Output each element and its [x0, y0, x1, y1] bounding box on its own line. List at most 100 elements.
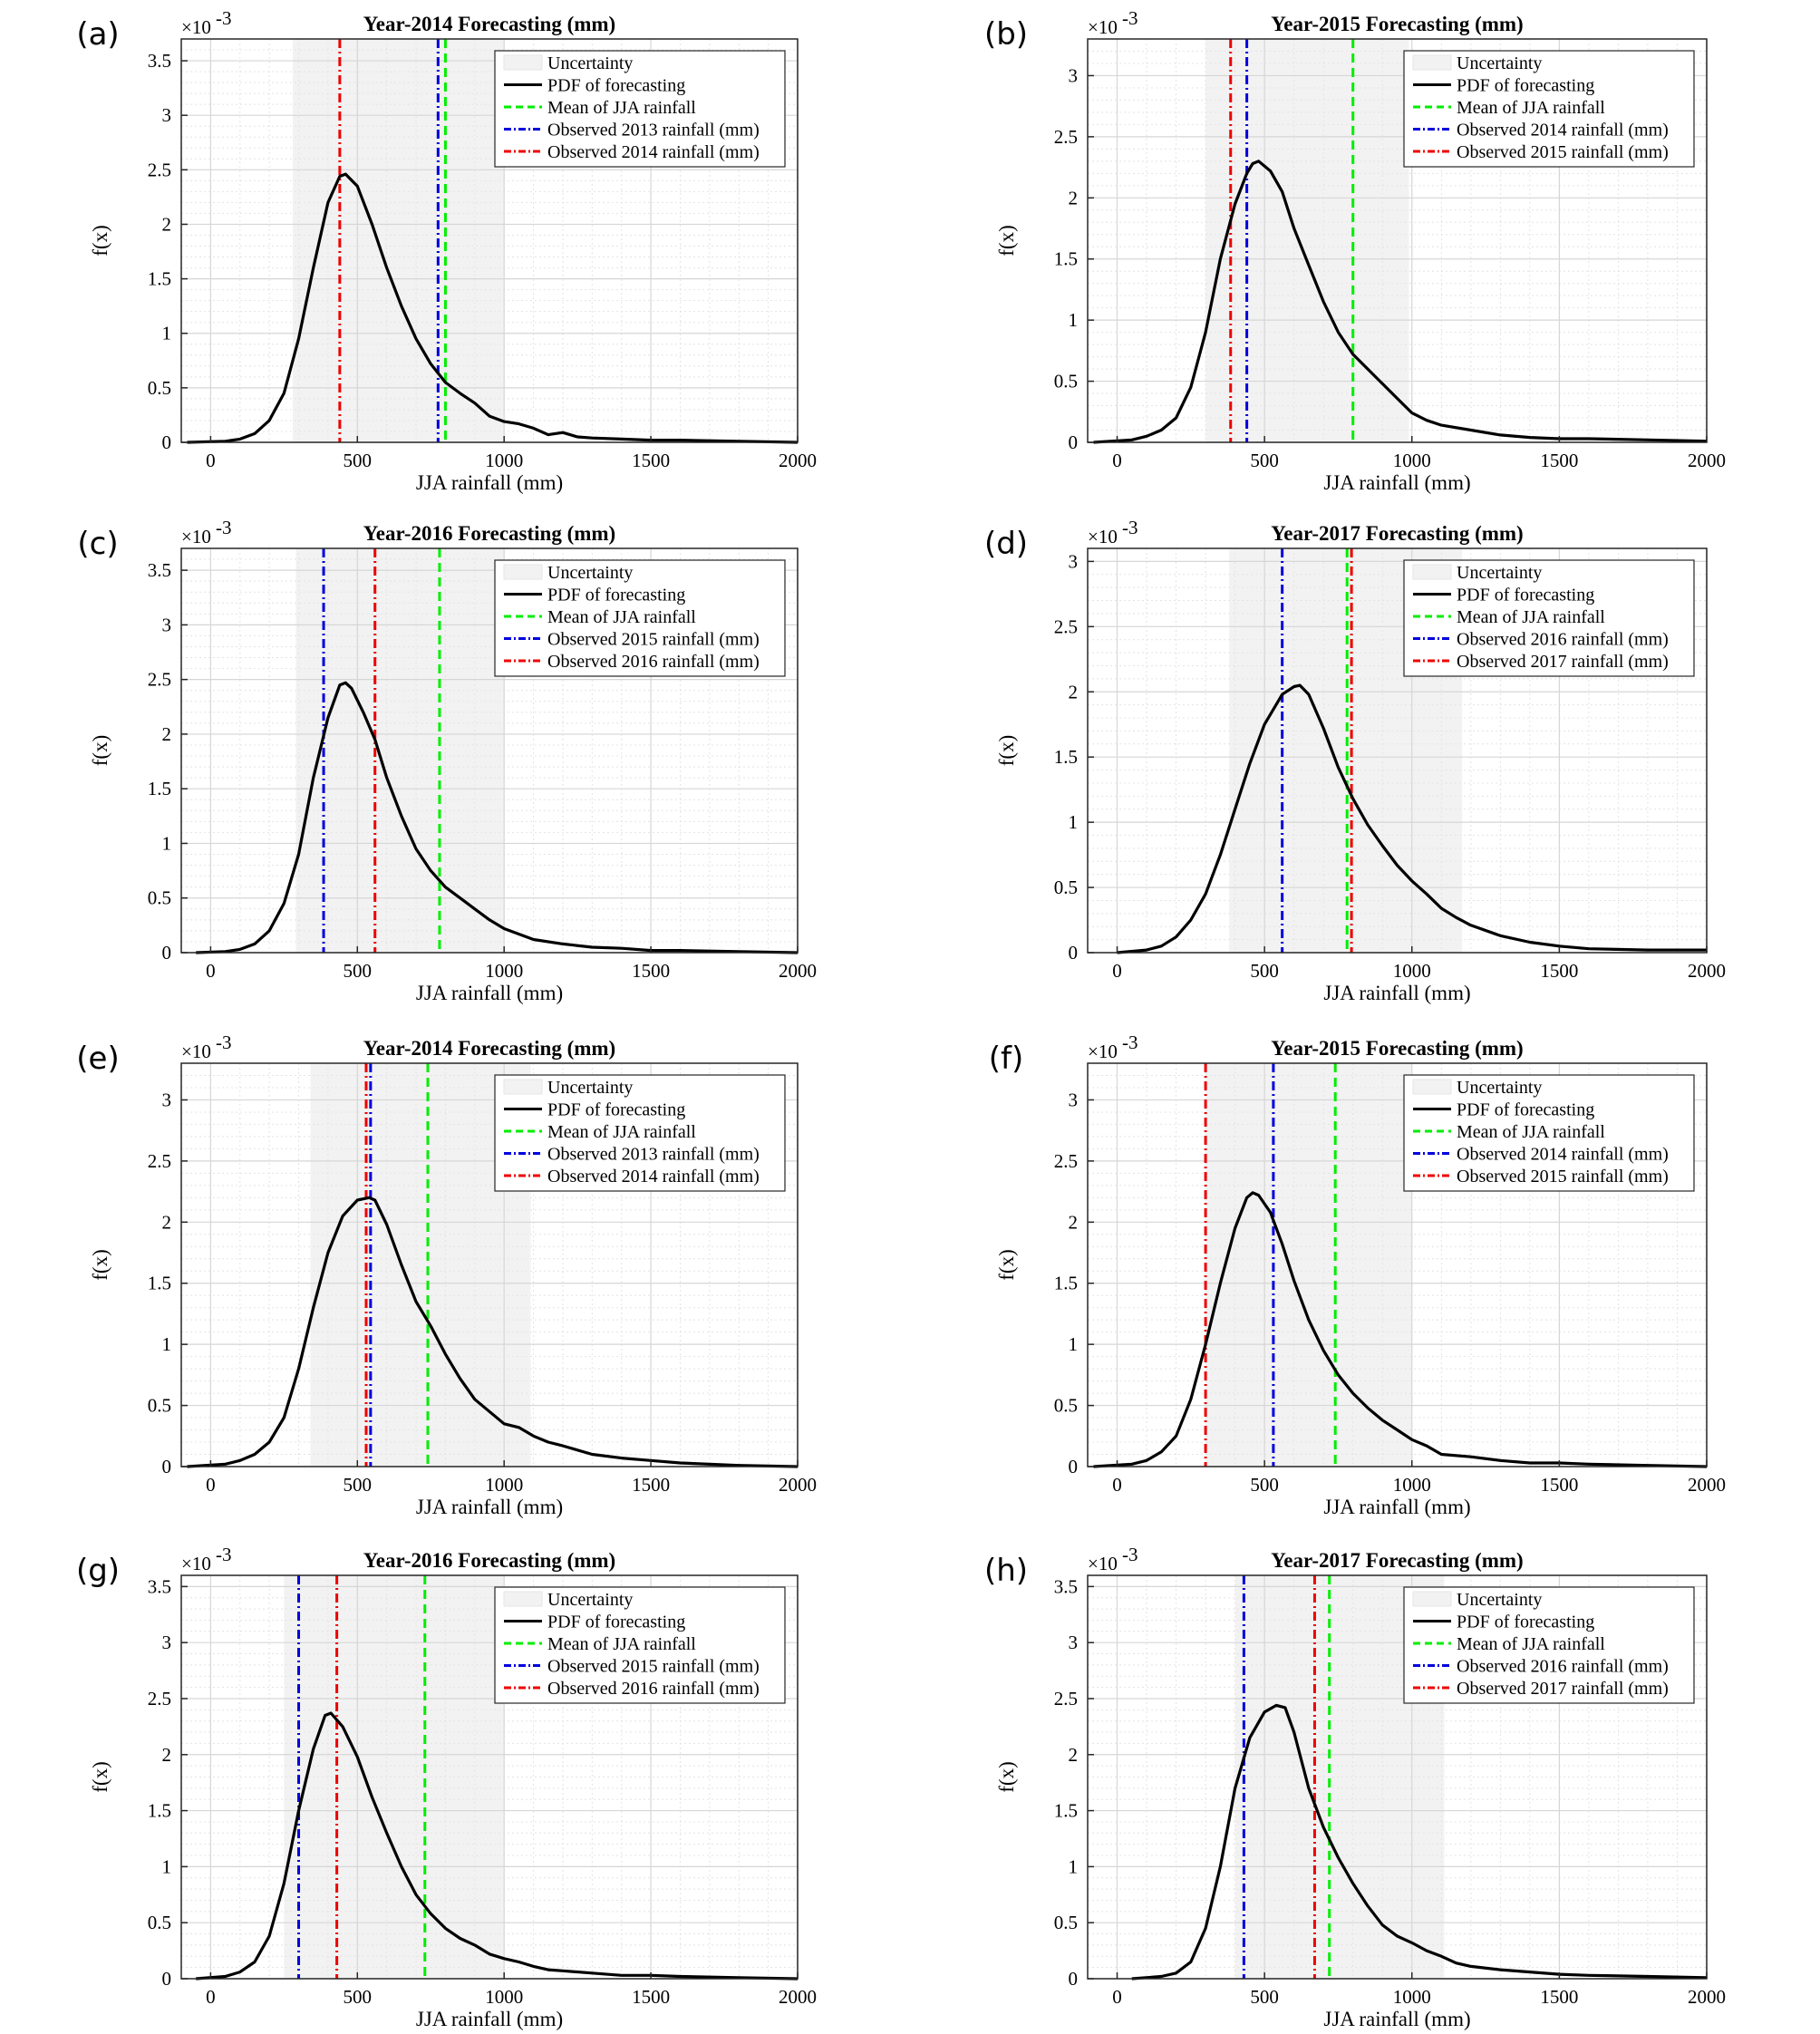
- axes-box: [180, 1062, 799, 1467]
- x-tick-label: 0: [1112, 960, 1122, 982]
- x-tick-label: 2000: [1688, 1474, 1726, 1496]
- y-axis-label: f(x): [89, 735, 111, 766]
- legend-swatch-uncertainty: [1412, 1079, 1452, 1095]
- y-tick-label: 1.5: [1054, 248, 1078, 270]
- y-exponent-base: ×10: [181, 526, 211, 547]
- y-exponent-power: -3: [1122, 1544, 1138, 1565]
- legend-item-uncertainty-label: Uncertainty: [1457, 1590, 1542, 1610]
- y-tick-label: 0: [162, 942, 172, 964]
- x-tick-label: 500: [344, 450, 373, 471]
- legend-item-observed-prev-label: Observed 2014 rainfall (mm): [1457, 1145, 1669, 1165]
- y-tick-label: 1: [162, 1855, 172, 1877]
- y-tick-label: 1: [1069, 1855, 1079, 1877]
- y-tick-label: 2: [162, 723, 172, 745]
- y-exponent-base: ×10: [1088, 526, 1118, 547]
- uncertainty-band: [1205, 39, 1409, 442]
- chart-title: Year-2015 Forecasting (mm): [1271, 13, 1523, 35]
- y-tick-label: 1: [162, 323, 172, 344]
- legend-item-uncertainty-label: Uncertainty: [1457, 563, 1542, 583]
- y-tick-label: 3: [1069, 550, 1079, 572]
- y-exponent-base: ×10: [181, 1041, 211, 1062]
- y-axis-label: f(x): [995, 1761, 1018, 1792]
- y-tick-label: 2: [162, 213, 172, 235]
- y-tick-label: 0.5: [1054, 1395, 1078, 1417]
- legend-swatch-uncertainty: [503, 1591, 543, 1607]
- pdf-curve: [187, 1196, 799, 1468]
- legend-item-pdf-label: PDF of forecasting: [547, 1100, 685, 1120]
- legend-item-pdf-label: PDF of forecasting: [1457, 1613, 1594, 1632]
- legend-item-pdf-label: PDF of forecasting: [547, 586, 685, 605]
- chart-title: Year-2016 Forecasting (mm): [363, 522, 615, 545]
- legend-box: [1403, 1586, 1695, 1704]
- y-tick-label: 0: [162, 1456, 172, 1477]
- y-tick-label: 2.5: [148, 1688, 171, 1710]
- pdf-curve: [1093, 160, 1708, 444]
- legend-box: [494, 50, 786, 168]
- y-axis-label: f(x): [89, 225, 111, 256]
- legend-item-uncertainty-label: Uncertainty: [1457, 1078, 1542, 1098]
- uncertainty-band: [1205, 1063, 1412, 1467]
- legend-item-pdf-label: PDF of forecasting: [547, 76, 685, 96]
- panel-label: (d): [984, 526, 1028, 562]
- y-exponent-base: ×10: [181, 16, 211, 38]
- panel-label: (a): [76, 16, 119, 53]
- x-tick-label: 0: [1112, 1474, 1122, 1496]
- x-tick-label: 1000: [1393, 450, 1431, 471]
- axes-box: [1087, 1062, 1708, 1467]
- legend-box: [1403, 559, 1695, 677]
- y-tick-label: 2.5: [148, 1150, 171, 1172]
- x-tick-label: 500: [344, 960, 373, 982]
- y-tick-label: 2: [1069, 681, 1079, 702]
- legend-item-observed-curr-label: Observed 2017 rainfall (mm): [1457, 652, 1669, 672]
- chart-panel-a: 0 500 1000 1500 2000 0 0.5 1 1.5 2 2.5 3 3.5 ×10 -3 Yea…: [76, 7, 817, 494]
- y-tick-label: 1: [162, 1333, 172, 1355]
- y-tick-label: 2: [1069, 1211, 1079, 1233]
- x-tick-label: 1500: [1540, 450, 1578, 471]
- legend-item-observed-curr-label: Observed 2015 rainfall (mm): [1457, 1167, 1669, 1186]
- y-exponent-power: -3: [216, 1544, 232, 1565]
- x-tick-label: 2000: [779, 1986, 817, 2008]
- y-tick-label: 1.5: [148, 778, 171, 799]
- y-tick-label: 0: [162, 1968, 172, 1990]
- x-axis-label: JJA rainfall (mm): [1323, 982, 1470, 1004]
- y-exponent-power: -3: [1122, 517, 1138, 538]
- y-axis-label: f(x): [89, 1249, 111, 1280]
- y-tick-label: 0.5: [148, 1912, 171, 1933]
- chart-title: Year-2015 Forecasting (mm): [1271, 1037, 1523, 1060]
- y-tick-label: 1.5: [148, 1800, 171, 1822]
- x-tick-label: 1000: [485, 960, 523, 982]
- legend-item-observed-prev-label: Observed 2016 rainfall (mm): [1457, 1657, 1669, 1677]
- y-exponent-power: -3: [1122, 7, 1138, 29]
- legend-item-mean-label: Mean of JJA rainfall: [547, 98, 696, 118]
- legend-item-observed-prev-label: Observed 2013 rainfall (mm): [547, 121, 760, 140]
- axes-box: [1087, 1574, 1708, 1980]
- legend-item-uncertainty-label: Uncertainty: [547, 1078, 633, 1098]
- legend-item-observed-prev-label: Observed 2014 rainfall (mm): [1457, 121, 1669, 140]
- chart-panel-c: 0 500 1000 1500 2000 0 0.5 1 1.5 2 2.5 3 3.5 ×10 -3 Yea…: [77, 517, 817, 1004]
- legend-item-pdf-label: PDF of forecasting: [1457, 1100, 1594, 1120]
- legend-swatch-uncertainty: [1412, 1591, 1452, 1607]
- y-exponent-power: -3: [216, 517, 232, 538]
- y-tick-label: 0.5: [148, 377, 171, 399]
- x-axis-label: JJA rainfall (mm): [1323, 1496, 1470, 1518]
- chart-panel-e: 0 500 1000 1500 2000 0 0.5 1 1.5 2 2.5 3 ×10 -3 Year-2…: [76, 1032, 817, 1518]
- y-exponent-base: ×10: [1088, 16, 1118, 38]
- legend-item-observed-curr-label: Observed 2017 rainfall (mm): [1457, 1679, 1669, 1699]
- legend-swatch-uncertainty: [1412, 564, 1452, 580]
- legend-item-observed-curr-label: Observed 2016 rainfall (mm): [547, 652, 760, 672]
- y-tick-label: 3.5: [148, 1575, 171, 1597]
- y-tick-label: 1: [1069, 1333, 1079, 1355]
- y-tick-label: 0: [1069, 431, 1079, 453]
- uncertainty-band: [310, 1063, 531, 1467]
- legend-item-uncertainty-label: Uncertainty: [1457, 53, 1542, 73]
- legend-item-mean-label: Mean of JJA rainfall: [1457, 607, 1605, 627]
- y-tick-label: 2.5: [1054, 1150, 1078, 1172]
- x-tick-label: 2000: [779, 960, 817, 982]
- x-tick-label: 0: [1112, 450, 1122, 471]
- x-tick-label: 500: [344, 1474, 373, 1496]
- x-tick-label: 1000: [485, 1474, 523, 1496]
- x-tick-label: 1500: [632, 960, 670, 982]
- x-tick-label: 500: [1250, 1986, 1279, 2008]
- legend-item-mean-label: Mean of JJA rainfall: [1457, 98, 1605, 118]
- uncertainty-band: [293, 39, 505, 442]
